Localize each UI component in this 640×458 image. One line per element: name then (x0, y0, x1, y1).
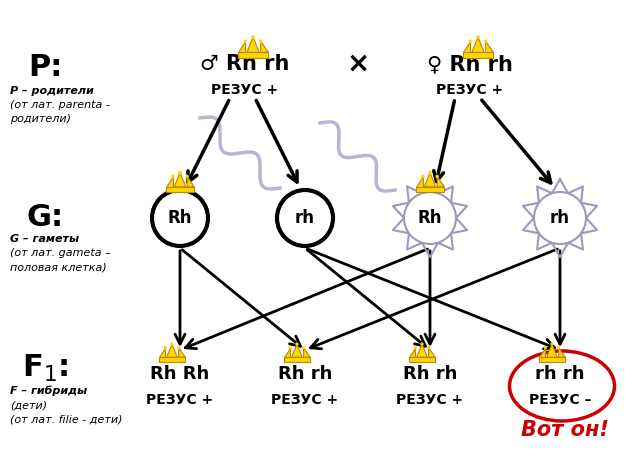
Text: РЕЗУС +: РЕЗУС + (396, 393, 463, 407)
Text: Rh: Rh (418, 209, 442, 227)
Circle shape (171, 343, 173, 345)
Circle shape (557, 347, 559, 349)
Text: rh rh: rh rh (535, 365, 585, 383)
Polygon shape (424, 173, 436, 187)
Text: Rh: Rh (168, 209, 192, 227)
Polygon shape (429, 348, 435, 357)
Text: (от лат. gameta –: (от лат. gameta – (10, 248, 111, 258)
Bar (416, 187, 444, 192)
Circle shape (178, 347, 180, 349)
Circle shape (469, 40, 472, 42)
Bar (166, 187, 195, 192)
Polygon shape (303, 348, 310, 357)
Polygon shape (416, 176, 423, 187)
Circle shape (429, 171, 431, 174)
Circle shape (545, 347, 547, 349)
Text: РЕЗУС –: РЕЗУС – (529, 393, 591, 407)
Circle shape (252, 36, 254, 38)
Text: Rh Rh: Rh Rh (150, 365, 210, 383)
Polygon shape (166, 344, 177, 357)
Text: rh: rh (295, 209, 315, 227)
Circle shape (484, 40, 487, 42)
Circle shape (164, 347, 166, 349)
Polygon shape (166, 176, 173, 187)
Text: F$_1$:: F$_1$: (22, 353, 68, 383)
Polygon shape (409, 348, 415, 357)
Circle shape (551, 343, 553, 345)
Bar (159, 357, 185, 362)
Circle shape (277, 190, 333, 246)
Text: РЕЗУС +: РЕЗУС + (436, 83, 504, 97)
Text: половая клетка): половая клетка) (10, 262, 107, 272)
Circle shape (303, 347, 305, 349)
Bar (409, 357, 435, 362)
Polygon shape (437, 176, 444, 187)
Text: ♀ Rh rh: ♀ Rh rh (427, 54, 513, 74)
Circle shape (436, 175, 438, 177)
Bar (539, 357, 565, 362)
Text: Rh rh: Rh rh (278, 365, 332, 383)
Polygon shape (486, 41, 493, 52)
Polygon shape (559, 348, 565, 357)
Circle shape (422, 175, 424, 177)
Circle shape (172, 175, 174, 177)
Text: родители): родители) (10, 114, 71, 124)
Text: G:: G: (26, 203, 63, 233)
Text: Вот он!: Вот он! (521, 420, 609, 440)
Polygon shape (174, 173, 186, 187)
Circle shape (179, 171, 181, 174)
Circle shape (415, 347, 417, 349)
Text: rh: rh (550, 209, 570, 227)
Polygon shape (159, 348, 165, 357)
Polygon shape (463, 41, 470, 52)
Circle shape (186, 175, 188, 177)
Circle shape (244, 40, 246, 42)
Text: P – родители: P – родители (10, 86, 93, 96)
Polygon shape (292, 344, 302, 357)
Polygon shape (472, 37, 484, 52)
Text: ♂ Rh rh: ♂ Rh rh (200, 54, 290, 74)
Text: РЕЗУС +: РЕЗУС + (271, 393, 339, 407)
Circle shape (152, 190, 208, 246)
Text: РЕЗУС +: РЕЗУС + (147, 393, 214, 407)
Polygon shape (260, 41, 268, 52)
Bar (237, 52, 268, 58)
Text: РЕЗУС +: РЕЗУС + (211, 83, 278, 97)
Circle shape (296, 343, 298, 345)
Bar (284, 357, 310, 362)
Circle shape (534, 192, 586, 244)
Polygon shape (247, 37, 259, 52)
Polygon shape (547, 344, 557, 357)
Polygon shape (187, 176, 195, 187)
Text: ×: × (346, 50, 370, 78)
Text: F – гибриды: F – гибриды (10, 386, 87, 397)
Polygon shape (284, 348, 291, 357)
Bar (463, 52, 493, 58)
Circle shape (260, 40, 262, 42)
Text: (от лат. parenta -: (от лат. parenta - (10, 100, 110, 110)
Text: G – гаметы: G – гаметы (10, 234, 79, 244)
Circle shape (477, 36, 479, 38)
Circle shape (289, 347, 291, 349)
Polygon shape (237, 41, 245, 52)
Polygon shape (417, 344, 428, 357)
Circle shape (428, 347, 429, 349)
Circle shape (404, 192, 456, 244)
Text: (от лат. filie - дети): (от лат. filie - дети) (10, 414, 122, 424)
Circle shape (421, 343, 423, 345)
Polygon shape (539, 348, 545, 357)
Text: Rh rh: Rh rh (403, 365, 457, 383)
Polygon shape (179, 348, 185, 357)
Text: (дети): (дети) (10, 400, 47, 410)
Text: P:: P: (28, 54, 62, 82)
